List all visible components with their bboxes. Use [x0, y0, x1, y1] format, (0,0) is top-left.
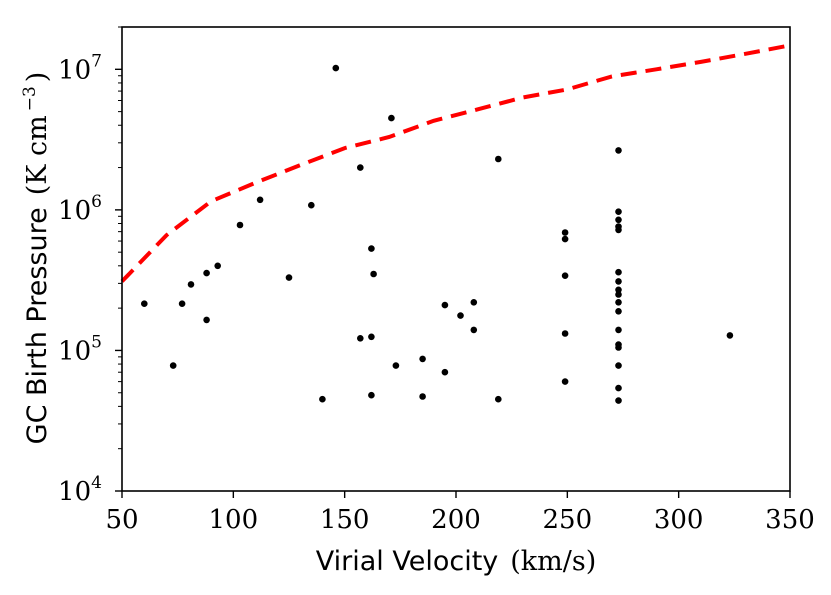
scatter-point	[615, 226, 622, 234]
scatter-point	[615, 326, 622, 334]
scatter-point	[561, 235, 569, 243]
scatter-point	[441, 368, 449, 376]
scatter-point	[615, 291, 622, 298]
scatter-point	[256, 196, 264, 204]
scatter-point	[726, 332, 734, 339]
x-axis-label-text: Virial Velocity	[316, 546, 499, 577]
scatter-point	[615, 344, 622, 351]
y-tick-label: 107	[58, 51, 102, 85]
scatter-point	[236, 221, 244, 229]
scatter-point	[214, 262, 221, 270]
x-tick-label: 200	[431, 505, 481, 535]
scatter-point	[615, 286, 622, 294]
scatter-point	[187, 281, 195, 288]
scatter-point	[470, 326, 478, 334]
scatter-point	[615, 268, 622, 276]
scatter-point	[370, 270, 377, 278]
y-axis-label-unit: (K cm	[22, 115, 53, 195]
scatter-point	[141, 300, 148, 308]
scatter-point	[615, 384, 622, 392]
y-tick-label: 104	[58, 473, 102, 507]
x-tick-label: 250	[543, 505, 593, 535]
scatter-point	[392, 362, 400, 369]
x-axis-label-unit: (km/s)	[510, 546, 596, 577]
scatter-point	[357, 335, 364, 342]
scatter-point	[561, 272, 569, 280]
scatter-point	[615, 397, 622, 404]
scatter-point	[308, 201, 315, 209]
scatter-point	[441, 301, 449, 309]
scatter-point	[388, 114, 395, 122]
x-tick-label: 300	[654, 505, 704, 535]
scatter-point	[615, 147, 622, 154]
scatter-point	[495, 395, 502, 403]
scatter-point	[615, 216, 622, 224]
scatter-point	[319, 395, 326, 403]
y-axis-label-text: GC Birth Pressure	[22, 207, 53, 444]
axis-ticks: 50 100 150 200 250 300 350 104 105 106 107	[58, 26, 815, 535]
y-axis-label: GC Birth Pressure (K cm −3 )	[20, 72, 53, 445]
scatter-point	[615, 208, 622, 215]
x-tick-label: 350	[765, 505, 815, 535]
scatter-point	[615, 299, 622, 306]
scatter-point	[470, 299, 478, 306]
y-tick-label: 106	[58, 192, 102, 226]
scatter-point	[615, 308, 622, 315]
x-tick-label: 50	[105, 505, 138, 535]
scatter-point	[615, 278, 622, 285]
scatter-point	[419, 355, 426, 363]
x-tick-label: 150	[320, 505, 370, 535]
y-tick-label: 105	[58, 332, 102, 366]
scatter-point	[419, 393, 426, 400]
scatter-point	[368, 333, 375, 341]
y-axis-label-close: )	[22, 72, 53, 83]
plot-frame	[121, 26, 791, 492]
pressure-limit-line	[120, 43, 791, 283]
scatter-point	[368, 245, 375, 252]
scatter-point	[561, 330, 569, 337]
data-layer	[120, 43, 791, 404]
y-axis-label-exponent: −3	[20, 86, 40, 111]
scatter-point	[357, 164, 364, 171]
x-axis-label: Virial Velocity (km/s)	[316, 546, 597, 577]
scatter-point	[178, 300, 186, 308]
scatter-point	[457, 312, 464, 319]
scatter-point	[495, 155, 502, 163]
scatter-point	[615, 362, 622, 369]
scatter-point	[561, 378, 569, 385]
scatter-point	[368, 391, 375, 399]
scatter-point	[561, 229, 569, 236]
scatter-point	[169, 362, 177, 369]
x-tick-label: 100	[209, 505, 259, 535]
scatter-point	[332, 64, 340, 72]
scatter-point	[203, 269, 210, 277]
scatter-point	[285, 274, 293, 281]
scatter-point	[203, 316, 210, 324]
